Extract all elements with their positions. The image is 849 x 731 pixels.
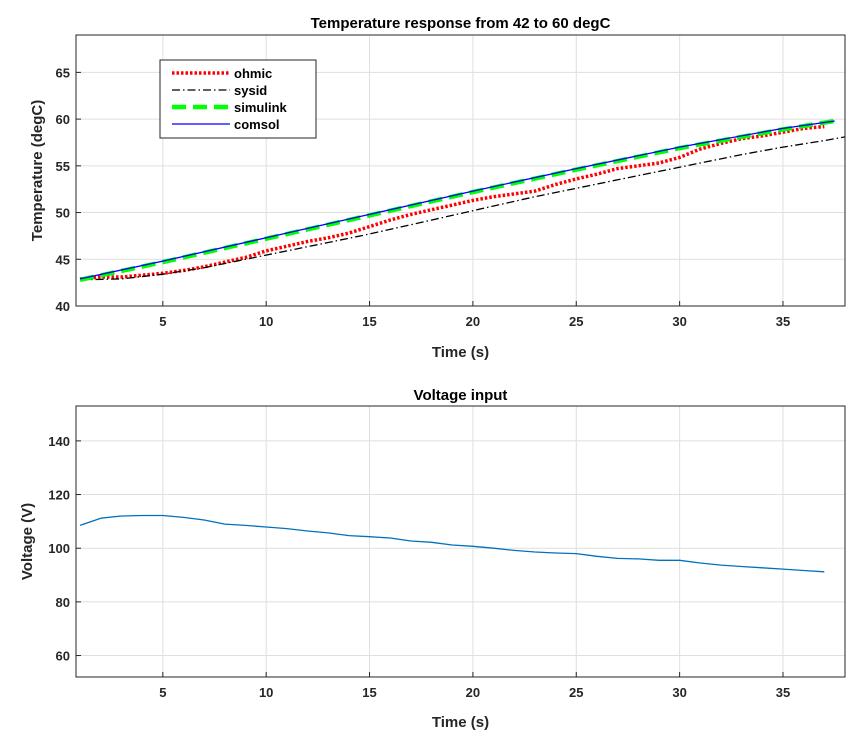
series-line-ohmic	[79, 124, 825, 281]
y-tick-label: 60	[56, 112, 70, 127]
y-tick-label: 140	[48, 434, 70, 449]
voltage-axes-box	[75, 405, 846, 678]
x-tick-label: 25	[569, 685, 583, 700]
series-line-sysid	[80, 136, 846, 281]
y-tick-label: 120	[48, 488, 70, 503]
temperature-x-axis-label: Time (s)	[432, 344, 489, 361]
voltage-x-axis-label: Time (s)	[432, 714, 489, 731]
y-tick-label: 55	[56, 159, 70, 174]
x-tick-label: 35	[776, 314, 790, 329]
y-tick-label: 50	[56, 206, 70, 221]
y-tick-label: 100	[48, 541, 70, 556]
temperature-tick-labels: 5 10 15 20 25 30 35 40 45 50 55 60 65	[56, 65, 791, 329]
legend-label-ohmic: ohmic	[234, 66, 272, 81]
x-tick-label: 10	[259, 314, 273, 329]
temperature-axes-box	[75, 34, 846, 307]
x-tick-label: 35	[776, 685, 790, 700]
x-tick-label: 5	[159, 685, 166, 700]
x-tick-label: 20	[466, 314, 480, 329]
x-tick-label: 15	[362, 685, 376, 700]
legend-label-sysid: sysid	[234, 83, 267, 98]
y-tick-label: 40	[56, 299, 70, 314]
series-line-simulink	[79, 118, 836, 283]
voltage-chart-title: Voltage input	[414, 387, 508, 404]
x-tick-label: 10	[259, 685, 273, 700]
voltage-grid	[76, 406, 845, 677]
voltage-tick-labels: 5 10 15 20 25 30 35 60 80 100 120 140	[48, 434, 790, 700]
x-tick-label: 30	[672, 685, 686, 700]
y-tick-label: 60	[56, 649, 70, 664]
y-tick-label: 80	[56, 595, 70, 610]
temperature-chart-title: Temperature response from 42 to 60 degC	[311, 15, 611, 32]
voltage-y-axis-label: Voltage (V)	[19, 503, 36, 580]
x-tick-label: 20	[466, 685, 480, 700]
voltage-series	[79, 514, 825, 573]
temperature-chart: 5 10 15 20 25 30 35 40 45 50 55 60 65 Temperature re…	[29, 15, 846, 361]
x-tick-label: 25	[569, 314, 583, 329]
x-tick-label: 30	[672, 314, 686, 329]
voltage-chart: 5 10 15 20 25 30 35 60 80 100 120 140 Voltage input…	[19, 387, 846, 731]
y-tick-label: 65	[56, 65, 70, 80]
temperature-legend: ohmic sysid simulink comsol	[159, 59, 317, 139]
x-tick-label: 15	[362, 314, 376, 329]
legend-label-simulink: simulink	[234, 100, 288, 115]
voltage-plot-area	[76, 406, 845, 677]
y-tick-label: 45	[56, 252, 70, 267]
temperature-y-axis-label: Temperature (degC)	[29, 100, 46, 241]
legend-label-comsol: comsol	[234, 117, 280, 132]
series-line-voltage	[79, 514, 825, 573]
temperature-series	[79, 118, 846, 283]
series-line-comsol	[79, 120, 835, 280]
x-tick-label: 5	[159, 314, 166, 329]
